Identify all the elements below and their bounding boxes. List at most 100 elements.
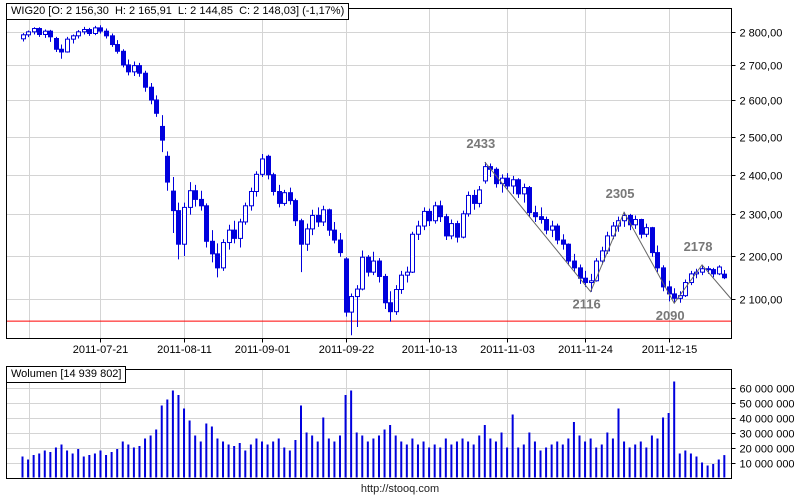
candle-body [37, 28, 42, 35]
candle-body [277, 191, 282, 204]
price-tick-label: 2 600,00 [740, 96, 783, 108]
footer-url: http://stooq.com [360, 483, 440, 495]
candle-body [611, 225, 616, 237]
candle-body [288, 192, 293, 202]
volume-bar [611, 438, 614, 478]
volume-bar [199, 441, 202, 478]
candle-body [516, 179, 521, 195]
candle-body [561, 239, 566, 245]
volume-bar [49, 452, 52, 478]
volume-bar [344, 395, 347, 478]
annotation-label: 2090 [656, 308, 685, 323]
candle-body [305, 228, 310, 245]
volume-bar [316, 441, 319, 478]
volume-bar [116, 449, 119, 478]
candle-body [232, 229, 237, 239]
candle-body [21, 34, 26, 40]
price-panel-border [6, 8, 732, 339]
annotation-label: 2178 [684, 239, 713, 254]
candle-body [143, 72, 148, 88]
volume-bar [266, 444, 269, 478]
date-tick-label: 2011-10-13 [402, 344, 457, 356]
volume-bar [377, 435, 380, 478]
candle-body [171, 190, 176, 212]
volume-bar [32, 455, 35, 478]
zigzag-line [484, 161, 732, 305]
candle-body [215, 253, 220, 269]
candle-body [594, 260, 599, 282]
volume-bar [138, 446, 141, 478]
candle-body [121, 50, 126, 66]
candle-body [282, 192, 287, 204]
volume-bar [444, 438, 447, 478]
price-panel-title: WIG20 [O: 2 156,30 H: 2 165,91 L: 2 144,… [6, 3, 350, 20]
volume-bars-group [21, 381, 726, 478]
volume-bar [628, 447, 631, 478]
volume-bar [77, 449, 80, 478]
candle-body [444, 216, 449, 237]
volume-bar [494, 441, 497, 478]
candle-body [394, 289, 399, 313]
volume-bar [249, 444, 252, 478]
volume-bar [110, 452, 113, 478]
candle-body [344, 258, 349, 313]
volume-bar [405, 444, 408, 478]
volume-bar [428, 447, 431, 478]
candle-body [711, 269, 716, 275]
candle-body [104, 30, 109, 37]
volume-bar [171, 390, 174, 478]
volume-bar [333, 441, 336, 478]
volume-bar [255, 438, 258, 478]
candle-body [706, 268, 711, 271]
candle-body [700, 268, 705, 273]
candle-body [377, 260, 382, 277]
volume-bar [561, 444, 564, 478]
volume-bar [678, 453, 681, 478]
volume-bar [433, 444, 436, 478]
volume-bar [88, 455, 91, 478]
volume-bar [222, 441, 225, 478]
volume-bar [177, 395, 180, 478]
volume-bar [127, 444, 130, 478]
volume-bar [522, 444, 525, 478]
volume-bar [650, 435, 653, 478]
candle-body [82, 29, 87, 33]
candle-body [349, 296, 354, 313]
volume-bar [461, 438, 464, 478]
volume-bar [54, 447, 57, 478]
candle-body [87, 29, 92, 34]
annotation-label: 2116 [573, 297, 601, 312]
volume-bar [389, 425, 392, 478]
volume-bar [227, 444, 230, 478]
volume-bar [595, 447, 598, 478]
annotation-label: 2305 [606, 186, 635, 201]
volume-bar [38, 453, 41, 478]
candle-body [505, 177, 510, 187]
candle-body [316, 214, 321, 223]
panel-borders [6, 8, 732, 479]
candle-body [533, 212, 538, 218]
candle-body [227, 229, 232, 244]
volume-bar [327, 438, 330, 478]
candle-body [438, 205, 443, 218]
volume-bar [439, 447, 442, 478]
candle-body [672, 293, 677, 299]
candle-body [366, 256, 371, 273]
volume-bar [294, 440, 297, 478]
volume-bar [489, 438, 492, 478]
volume-bar [105, 455, 108, 478]
volume-bar [617, 408, 620, 478]
candle-body [722, 273, 727, 279]
volume-panel-border [6, 369, 732, 479]
volume-bar [416, 444, 419, 478]
candle-body [544, 219, 549, 231]
candle-body [182, 206, 187, 245]
candle-body [210, 240, 215, 255]
volume-bar [673, 381, 676, 478]
volume-bar [422, 441, 425, 478]
candle-body [243, 205, 248, 223]
candle-body [622, 214, 627, 222]
volume-bar [472, 444, 475, 478]
candle-body [689, 273, 694, 284]
